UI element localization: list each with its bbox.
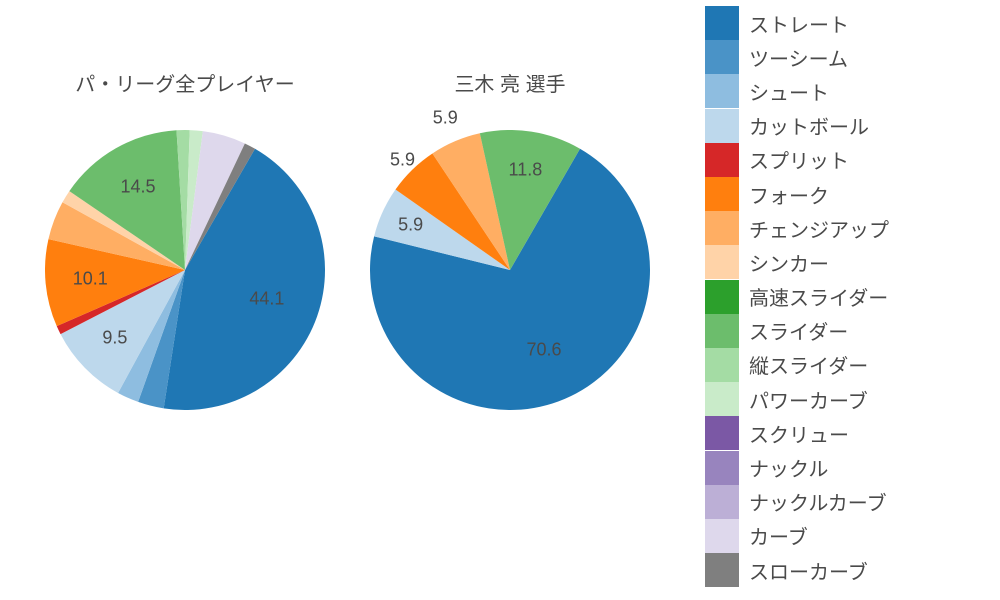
legend-item: カーブ	[705, 519, 995, 553]
legend-label: スローカーブ	[749, 556, 868, 585]
pie-chart-player	[370, 130, 650, 410]
legend-label: カットボール	[749, 111, 869, 140]
legend-item: スクリュー	[705, 416, 995, 450]
slice-label: 5.9	[433, 107, 458, 128]
legend-swatch	[705, 314, 739, 348]
legend-item: スローカーブ	[705, 553, 995, 587]
legend-label: ストレート	[749, 9, 849, 38]
legend-swatch	[705, 553, 739, 587]
legend-item: ストレート	[705, 6, 995, 40]
legend-swatch	[705, 348, 739, 382]
legend-item: ナックル	[705, 450, 995, 484]
legend: ストレートツーシームシュートカットボールスプリットフォークチェンジアップシンカー…	[705, 6, 995, 587]
legend-swatch	[705, 40, 739, 74]
pie-chart-league	[45, 130, 325, 410]
legend-item: フォーク	[705, 177, 995, 211]
legend-item: 縦スライダー	[705, 348, 995, 382]
legend-label: カーブ	[749, 521, 808, 550]
legend-label: ナックル	[749, 453, 828, 482]
legend-item: 高速スライダー	[705, 280, 995, 314]
legend-swatch	[705, 109, 739, 143]
legend-label: ナックルカーブ	[749, 487, 887, 516]
chart-stage: パ・リーグ全プレイヤー三木 亮 選手 44.19.510.114.570.65.…	[0, 0, 1000, 600]
legend-swatch	[705, 451, 739, 485]
legend-item: ツーシーム	[705, 40, 995, 74]
legend-label: シンカー	[749, 248, 829, 277]
legend-swatch	[705, 177, 739, 211]
legend-swatch	[705, 519, 739, 553]
legend-label: スクリュー	[749, 419, 849, 448]
legend-swatch	[705, 143, 739, 177]
legend-swatch	[705, 74, 739, 108]
legend-label: スライダー	[749, 316, 848, 345]
legend-label: フォーク	[749, 180, 829, 209]
legend-label: パワーカーブ	[749, 385, 868, 414]
legend-label: ツーシーム	[749, 43, 848, 72]
chart-title-league: パ・リーグ全プレイヤー	[75, 68, 294, 97]
legend-item: シンカー	[705, 245, 995, 279]
legend-label: チェンジアップ	[749, 214, 889, 243]
legend-label: シュート	[749, 77, 829, 106]
chart-title-player: 三木 亮 選手	[454, 68, 565, 97]
legend-item: チェンジアップ	[705, 211, 995, 245]
legend-item: スライダー	[705, 314, 995, 348]
legend-item: スプリット	[705, 143, 995, 177]
legend-swatch	[705, 245, 739, 279]
legend-swatch	[705, 280, 739, 314]
legend-label: 高速スライダー	[749, 282, 888, 311]
legend-label: スプリット	[749, 145, 849, 174]
legend-item: ナックルカーブ	[705, 485, 995, 519]
legend-swatch	[705, 382, 739, 416]
legend-item: カットボール	[705, 109, 995, 143]
legend-swatch	[705, 211, 739, 245]
legend-item: パワーカーブ	[705, 382, 995, 416]
legend-label: 縦スライダー	[749, 350, 868, 379]
legend-swatch	[705, 485, 739, 519]
legend-item: シュート	[705, 74, 995, 108]
legend-swatch	[705, 6, 739, 40]
legend-swatch	[705, 416, 739, 450]
